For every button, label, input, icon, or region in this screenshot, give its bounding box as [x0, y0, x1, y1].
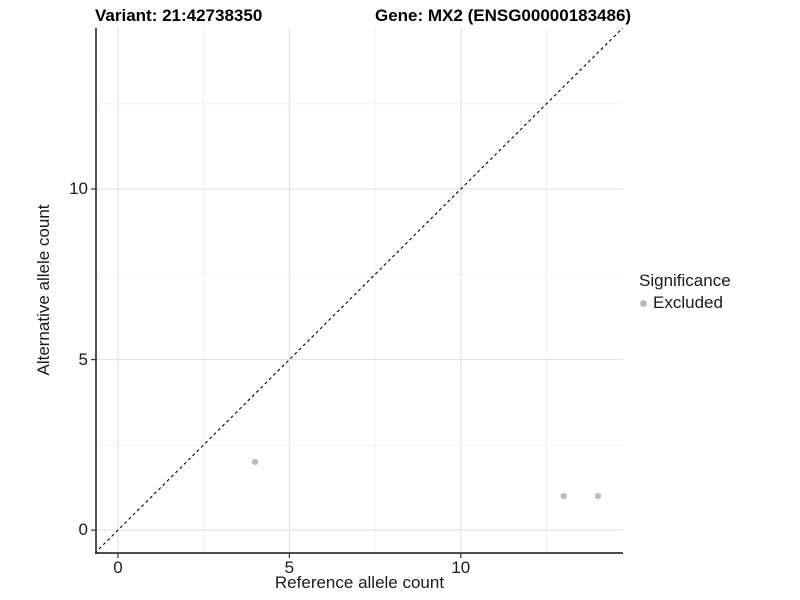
- y-axis-label: Alternative allele count: [34, 204, 53, 376]
- legend-key-dot: [640, 299, 647, 307]
- legend: Significance Excluded: [637, 271, 731, 313]
- legend-title: Significance: [639, 271, 731, 290]
- x-tick-label: 0: [113, 558, 123, 577]
- legend-items: Excluded: [637, 293, 731, 313]
- data-point: [251, 458, 259, 466]
- x-axis-label: Reference allele count: [274, 573, 445, 592]
- x-tick-label: 10: [451, 558, 471, 577]
- variant-title: Variant: 21:42738350: [95, 6, 263, 25]
- y-tick-label: 0: [78, 520, 88, 540]
- identity-line: [96, 28, 623, 553]
- legend-item: Excluded: [637, 293, 731, 313]
- y-tick-label: 5: [78, 349, 88, 369]
- data-point: [594, 492, 602, 500]
- gene-title: Gene: MX2 (ENSG00000183486): [375, 6, 632, 25]
- legend-item-label: Excluded: [653, 293, 723, 312]
- data-point: [560, 492, 567, 500]
- x-tick-label: 5: [284, 558, 295, 577]
- y-tick-label: 10: [69, 179, 88, 198]
